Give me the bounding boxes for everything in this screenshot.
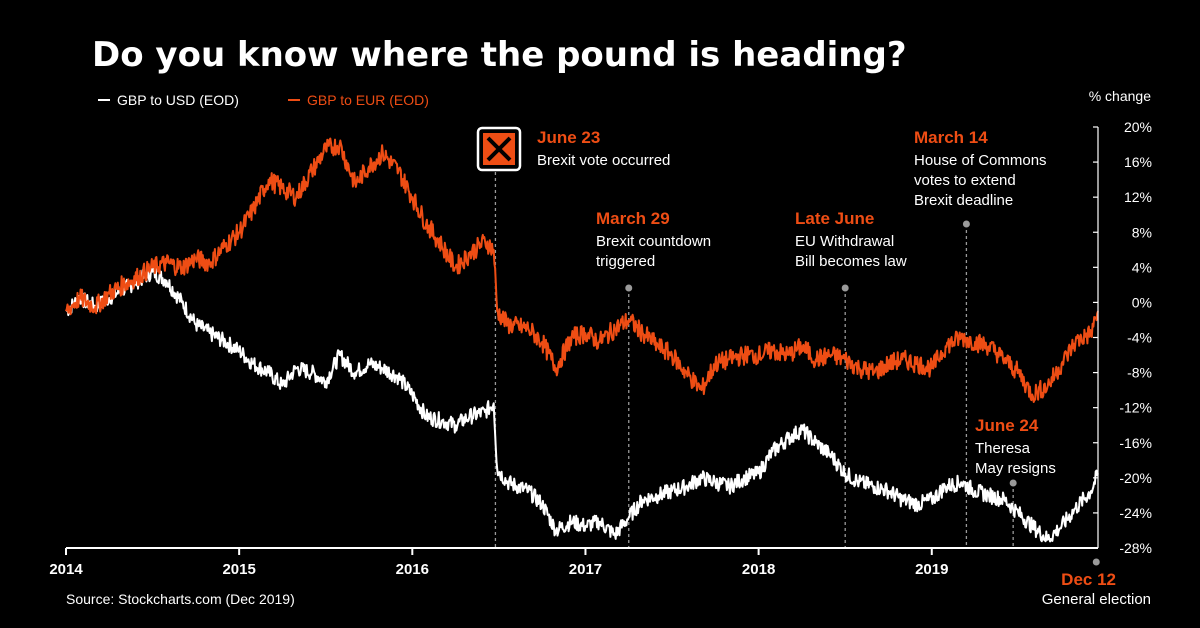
annotation-text: Brexit vote occurred	[537, 152, 670, 169]
source-note: Source: Stockcharts.com (Dec 2019)	[66, 591, 295, 607]
annotation-text: General election	[1042, 591, 1151, 608]
legend-label-usd: GBP to USD (EOD)	[117, 92, 239, 108]
annotation-text: Theresa	[975, 440, 1031, 457]
annotation-text: triggered	[596, 253, 655, 270]
annotation-text: votes to extend	[914, 172, 1016, 189]
y-tick-label: 12%	[1124, 189, 1152, 205]
y-tick-label: 8%	[1132, 224, 1152, 240]
annotation-text: Brexit countdown	[596, 233, 711, 250]
y-tick-label: -20%	[1119, 470, 1152, 486]
annotation-title: June 23	[537, 128, 600, 147]
annotation-dot	[1092, 558, 1100, 566]
y-tick-label: 16%	[1124, 154, 1152, 170]
series-line-eur	[65, 137, 1099, 403]
annotation-title: Late June	[795, 209, 874, 228]
y-tick-label: -24%	[1119, 505, 1152, 521]
y-tick-label: 4%	[1132, 259, 1152, 275]
chart-title: Do you know where the pound is heading?	[92, 35, 907, 75]
annotation-title: Dec 12	[1061, 570, 1116, 589]
x-tick-label: 2018	[742, 561, 775, 578]
annotation-text: May resigns	[975, 460, 1056, 477]
annotation-text: EU Withdrawal	[795, 233, 894, 250]
annotations: June 23 Brexit vote occurred March 29 Brexi…	[476, 126, 1151, 608]
y-tick-label: -28%	[1119, 540, 1152, 556]
x-tick-label: 2019	[915, 561, 948, 578]
annotation-text: Brexit deadline	[914, 192, 1013, 209]
y-tick-label: -8%	[1127, 365, 1152, 381]
y-tick-label: 0%	[1132, 294, 1152, 310]
legend: GBP to USD (EOD) GBP to EUR (EOD)	[98, 92, 429, 108]
y-tick-label: 20%	[1124, 119, 1152, 135]
y-axis-label: % change	[1089, 88, 1151, 104]
x-tick-label: 2017	[569, 561, 602, 578]
y-tick-label: -16%	[1119, 435, 1152, 451]
annotation-title: March 29	[596, 209, 670, 228]
ballot-x-icon	[476, 126, 522, 172]
annotation-guides	[494, 172, 1100, 566]
annotation-title: March 14	[914, 128, 988, 147]
annotation-dot	[841, 284, 849, 292]
y-tick-label: -4%	[1127, 330, 1152, 346]
annotation-text: Bill becomes law	[795, 253, 907, 270]
y-tick-label: -12%	[1119, 400, 1152, 416]
annotation-dot	[625, 284, 633, 292]
annotation-title: June 24	[975, 416, 1039, 435]
legend-label-eur: GBP to EUR (EOD)	[307, 92, 429, 108]
annotation-text: House of Commons	[914, 152, 1047, 169]
annotation-dot	[962, 220, 970, 228]
x-tick-label: 2016	[396, 561, 429, 578]
x-tick-label: 2014	[49, 561, 83, 578]
x-tick-label: 2015	[222, 561, 255, 578]
ballot-cross-b	[486, 136, 512, 162]
series-line-usd	[65, 265, 1099, 543]
series-lines	[65, 137, 1099, 543]
annotation-dot	[1009, 479, 1017, 487]
axes: 2014 2015 2016 2017 2018 2019 20% 16% 12% 8% 4% 0% -…	[49, 119, 1152, 578]
